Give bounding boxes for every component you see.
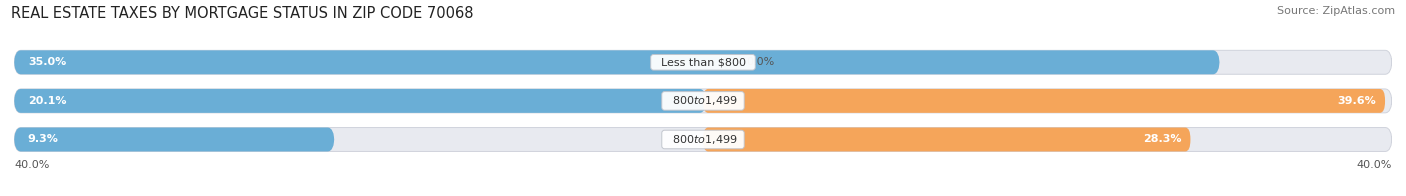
FancyBboxPatch shape: [14, 89, 706, 113]
Text: 28.3%: 28.3%: [1143, 134, 1182, 144]
FancyBboxPatch shape: [703, 128, 1191, 152]
Text: Source: ZipAtlas.com: Source: ZipAtlas.com: [1277, 6, 1395, 16]
FancyBboxPatch shape: [14, 89, 1392, 113]
Text: 40.0%: 40.0%: [1357, 160, 1392, 170]
Text: 39.6%: 39.6%: [1337, 96, 1376, 106]
Text: 35.0%: 35.0%: [28, 57, 66, 67]
Text: 40.0%: 40.0%: [14, 160, 49, 170]
Text: Less than $800: Less than $800: [654, 57, 752, 67]
FancyBboxPatch shape: [14, 128, 335, 152]
Text: REAL ESTATE TAXES BY MORTGAGE STATUS IN ZIP CODE 70068: REAL ESTATE TAXES BY MORTGAGE STATUS IN …: [11, 6, 474, 21]
Text: 0.0%: 0.0%: [747, 57, 775, 67]
Text: $800 to $1,499: $800 to $1,499: [665, 133, 741, 146]
FancyBboxPatch shape: [14, 50, 1219, 74]
FancyBboxPatch shape: [14, 50, 1392, 74]
FancyBboxPatch shape: [14, 128, 1392, 152]
Text: 20.1%: 20.1%: [28, 96, 66, 106]
Text: $800 to $1,499: $800 to $1,499: [665, 94, 741, 107]
Text: 9.3%: 9.3%: [28, 134, 59, 144]
FancyBboxPatch shape: [703, 89, 1385, 113]
